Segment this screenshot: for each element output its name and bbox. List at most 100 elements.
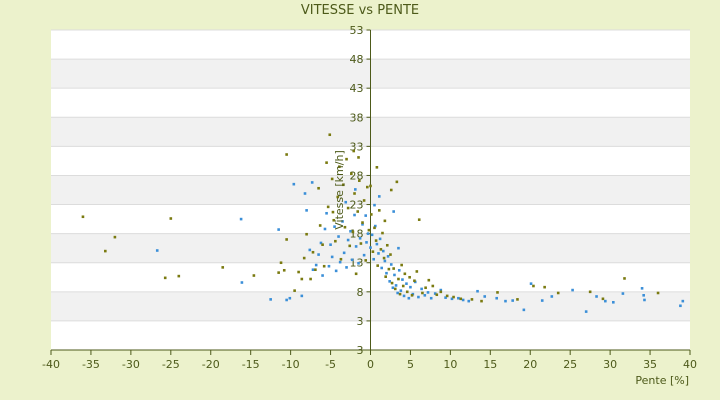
data-point — [413, 279, 416, 283]
data-point — [496, 291, 499, 294]
data-point — [353, 192, 356, 195]
data-point — [385, 271, 388, 275]
data-point — [388, 280, 391, 283]
data-point — [543, 285, 546, 289]
data-point — [344, 200, 348, 204]
data-point — [396, 291, 399, 295]
data-point — [402, 294, 406, 298]
data-point — [375, 242, 379, 246]
data-point — [391, 286, 395, 290]
data-point — [439, 290, 443, 294]
data-point — [429, 296, 433, 300]
data-point — [392, 267, 395, 270]
data-point — [395, 180, 399, 184]
data-point — [345, 266, 348, 269]
y-tick-label: 38 — [350, 111, 364, 124]
data-point — [529, 282, 533, 285]
data-point — [470, 298, 474, 301]
data-point — [305, 232, 308, 236]
data-point — [380, 266, 383, 270]
data-point — [81, 215, 85, 219]
data-point — [379, 248, 383, 251]
data-point — [331, 210, 335, 214]
data-point — [334, 269, 338, 273]
data-point — [393, 273, 396, 277]
data-point — [353, 213, 356, 217]
data-point — [516, 298, 519, 301]
data-point — [357, 262, 360, 265]
data-point — [348, 244, 352, 248]
data-point — [532, 284, 535, 288]
data-point — [556, 291, 560, 295]
data-point — [337, 235, 340, 238]
data-point — [409, 285, 412, 289]
x-tick-label: 0 — [367, 358, 374, 371]
data-point — [322, 264, 326, 268]
data-point — [431, 284, 435, 288]
data-point — [343, 225, 347, 229]
data-point — [398, 292, 402, 296]
chart-title: VITESSE vs PENTE — [301, 3, 419, 18]
data-point — [389, 188, 393, 192]
data-point — [285, 153, 288, 156]
data-point — [113, 235, 117, 239]
data-point — [311, 250, 315, 254]
x-tick-label: -25 — [162, 358, 180, 371]
data-point — [452, 295, 455, 299]
data-point — [361, 221, 364, 224]
data-point — [332, 218, 336, 222]
data-point — [461, 298, 465, 302]
data-point — [351, 230, 355, 234]
data-point — [308, 248, 312, 252]
data-point — [104, 249, 107, 253]
data-point — [339, 257, 343, 261]
data-point — [325, 211, 328, 215]
data-point — [366, 232, 370, 235]
data-point — [439, 288, 443, 292]
data-point — [550, 295, 554, 298]
data-point — [342, 251, 346, 255]
data-point — [373, 224, 377, 228]
data-point — [459, 297, 463, 301]
data-point — [349, 230, 352, 233]
x-tick-label: -35 — [82, 358, 100, 371]
data-point — [417, 218, 421, 221]
data-point — [252, 274, 256, 277]
data-point — [389, 253, 392, 256]
data-point — [604, 299, 607, 303]
data-point — [155, 249, 159, 252]
data-point — [319, 241, 323, 245]
data-point — [571, 288, 574, 292]
data-point — [444, 296, 447, 299]
data-point — [317, 253, 320, 256]
data-point — [601, 297, 605, 301]
data-point — [338, 260, 342, 264]
data-point — [397, 246, 400, 250]
data-point — [330, 177, 334, 181]
data-point — [679, 304, 682, 308]
plot-area: -40 -35 -30 -25 -20 -15 -10 -5 0 5 10 15 20 25 30 35 40 3… — [42, 24, 697, 371]
data-point — [588, 290, 592, 294]
data-point — [169, 217, 173, 220]
data-point — [433, 292, 437, 295]
y-tick-label: 33 — [350, 140, 364, 153]
data-point — [342, 183, 345, 187]
data-point — [417, 295, 420, 299]
data-point — [415, 270, 419, 273]
data-point — [511, 299, 514, 302]
data-point — [361, 223, 364, 226]
data-point — [300, 277, 304, 281]
data-point — [309, 277, 312, 281]
x-tick-label: 5 — [407, 358, 414, 371]
data-point — [326, 205, 330, 209]
data-point — [467, 299, 471, 303]
data-point — [377, 252, 380, 255]
y-tick-label: 28 — [350, 169, 364, 182]
data-point — [476, 289, 479, 293]
data-point — [408, 275, 411, 279]
data-point — [327, 264, 331, 268]
data-point — [305, 209, 308, 212]
data-point — [358, 236, 362, 240]
data-point — [365, 241, 368, 244]
